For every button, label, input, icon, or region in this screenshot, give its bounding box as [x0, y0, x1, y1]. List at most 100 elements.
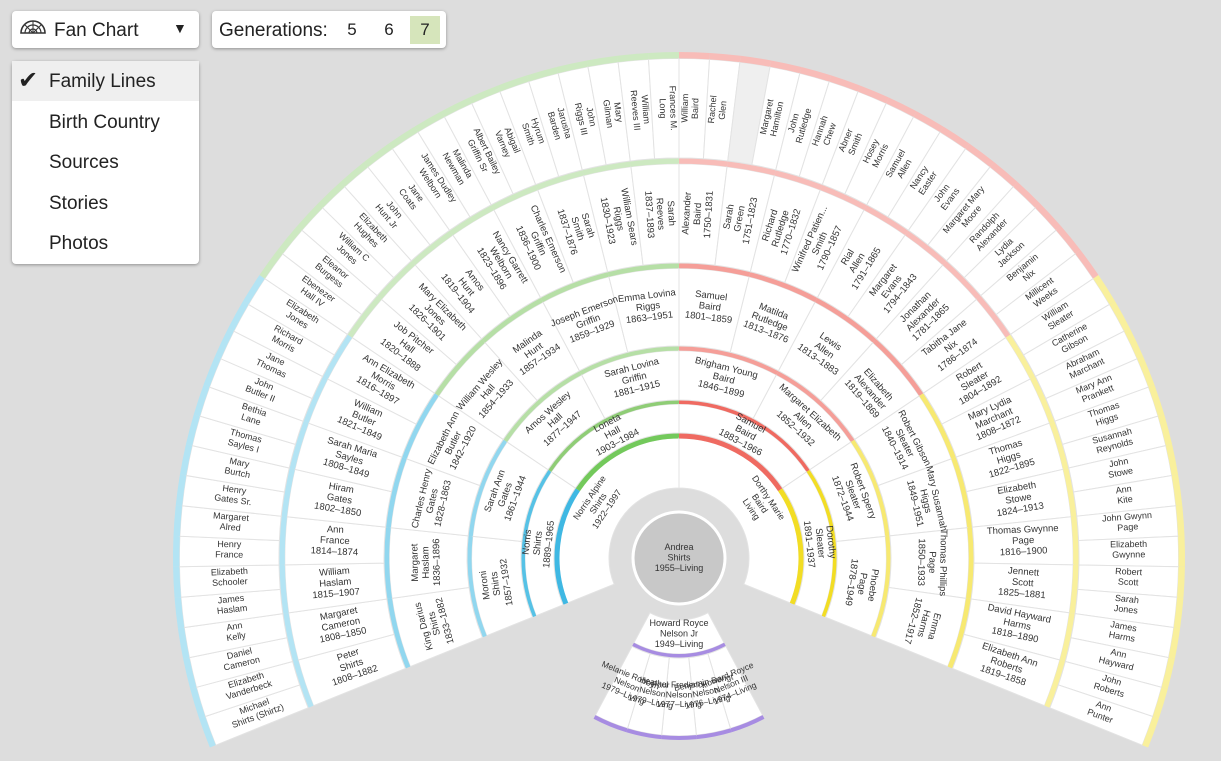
fan-person-gen1[interactable]: [781, 471, 834, 617]
fan-grandchild-wedge[interactable]: [594, 645, 651, 730]
menu-item-sources[interactable]: Sources: [12, 142, 199, 182]
fan-lineage-band: [965, 527, 974, 600]
fan-person-label: ElizabethGwynne: [1110, 539, 1147, 560]
fan-lineage-band: [1137, 356, 1155, 388]
view-selector-dropdown[interactable]: Fan Chart ▼: [12, 11, 199, 48]
fan-person-label: MargaretAlred: [212, 510, 250, 533]
fan-lineage-band: [661, 735, 697, 740]
fan-lineage-band: [858, 85, 889, 104]
menu-item-family-lines[interactable]: ✔ Family Lines: [12, 61, 199, 101]
fan-person-label: AnnKite: [1115, 483, 1134, 505]
fan-lineage-band: [526, 67, 559, 82]
fan-lineage-band: [203, 356, 221, 388]
fan-lineage-band: [175, 474, 187, 506]
menu-item-birth-country[interactable]: Birth Country: [12, 102, 199, 142]
fan-lineage-band: [940, 126, 970, 149]
fan-lineage-band: [364, 143, 393, 168]
fan-person-label: MaryBurtch: [224, 455, 253, 480]
fan-lineage-band: [411, 230, 453, 266]
fan-lineage-band: [554, 488, 580, 605]
fan-lineage-band: [679, 158, 728, 167]
generations-option-6[interactable]: 6: [384, 20, 394, 39]
fan-lineage-band: [648, 52, 679, 60]
chevron-down-icon: ▼: [173, 20, 187, 36]
fan-lineage-band: [199, 716, 216, 748]
fan-lineage-band: [214, 328, 234, 359]
menu-item-label: Stories: [49, 193, 109, 214]
fan-lineage-band: [1030, 376, 1055, 424]
fan-person-gen2[interactable]: [824, 535, 887, 637]
generations-option-7[interactable]: 7: [410, 16, 440, 44]
fan-lineage-band: [386, 598, 411, 669]
fan-person-label: MargaretHaslam1836–1896: [409, 538, 443, 586]
fan-lineage-band: [279, 516, 287, 565]
fan-lineage-band: [347, 295, 382, 338]
fan-person-label: MaryGilman: [601, 97, 625, 128]
fan-person-gen5[interactable]: [1049, 684, 1154, 746]
fan-lineage-band: [174, 597, 185, 629]
fan-lineage-band: [1063, 468, 1077, 517]
fan-lineage-band: [1177, 566, 1185, 598]
fan-lineage-band: [820, 184, 867, 210]
fan-lineage-band: [1044, 660, 1066, 708]
fan-lineage-band: [872, 338, 924, 396]
fan-lineage-band: [886, 97, 917, 117]
fan-person-label: Thomas PhillipsPage1850–1933: [915, 529, 949, 597]
fan-grandchild-label: Paul Frederick Nelson 1977–Living: [652, 680, 708, 710]
fan-lineage-band: [1152, 687, 1168, 719]
menu-item-photos[interactable]: Photos: [12, 223, 199, 263]
fan-person-label: NorrisShirts1889–1965: [519, 518, 557, 569]
generations-option-5[interactable]: 5: [347, 20, 357, 39]
fan-lineage-band: [282, 612, 299, 662]
fan-lineage-band: [468, 439, 508, 537]
fan-lineage-band: [1013, 181, 1040, 208]
fan-lineage-band: [385, 457, 407, 528]
fan-lineage-band: [593, 715, 628, 733]
fan-person-label: RobertScott: [1114, 566, 1142, 588]
fan-lineage-band: [177, 627, 190, 659]
fan-center-person[interactable]: [631, 510, 727, 606]
fan-lineage-band: [179, 444, 193, 476]
fan-lineage-band: [749, 271, 818, 303]
fan-chart-icon: [20, 20, 46, 34]
fan-lineage-band: [1158, 414, 1173, 446]
fan-person-label: WilliamReeves III: [629, 89, 653, 131]
fan-person-label: AlexanderBaird1750–1831: [680, 189, 716, 238]
fan-lineage-band: [864, 204, 909, 236]
fan-lineage-band: [730, 715, 765, 733]
fan-lineage-band: [173, 535, 180, 567]
fan-person-label: WilliamHaslam1815–1907: [310, 565, 360, 601]
fan-lineage-band: [540, 271, 609, 303]
fan-lineage-band: [850, 439, 890, 537]
fan-lineage-band: [678, 433, 783, 492]
fan-person-gen4[interactable]: [951, 633, 1061, 707]
fan-lineage-band: [947, 598, 972, 669]
fan-lineage-band: [556, 60, 588, 74]
fan-person-gen3[interactable]: [874, 586, 967, 668]
fan-lineage-band: [481, 297, 543, 343]
fan-lineage-band: [1175, 505, 1185, 537]
menu-item-label: Family Lines: [49, 71, 156, 92]
fan-lineage-band: [1168, 627, 1181, 659]
fan-lineage-band: [1071, 516, 1079, 565]
fan-lineage-band: [679, 346, 779, 375]
fan-lineage-band: [815, 297, 877, 343]
fan-lineage-band: [377, 260, 416, 300]
fan-lineage-band: [905, 230, 947, 266]
fan-lineage-band: [1075, 249, 1099, 279]
fan-lineage-band: [607, 263, 679, 277]
fan-lineage-band: [1142, 716, 1159, 748]
fan-lineage-band: [1148, 384, 1165, 417]
fan-lineage-band: [469, 85, 500, 104]
fan-lineage-band: [976, 295, 1011, 338]
fan-lineage-band: [626, 728, 662, 740]
fan-lineage-band: [632, 642, 726, 658]
menu-item-stories[interactable]: Stories: [12, 183, 199, 223]
fan-lineage-band: [1049, 421, 1069, 470]
fan-lineage-band: [190, 687, 206, 719]
fan-center-label: Andrea Shirts 1955–Living: [655, 542, 704, 573]
fan-lineage-band: [1171, 474, 1183, 506]
fan-person-label: SarahReeves1837–1893: [642, 189, 678, 238]
fan-child-wedge[interactable]: [633, 612, 725, 655]
fan-person-label: RachelGlen: [706, 95, 729, 125]
